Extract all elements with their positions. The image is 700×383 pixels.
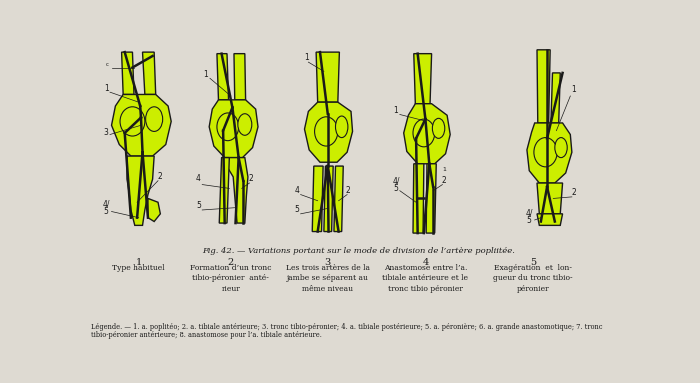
Polygon shape: [111, 95, 172, 156]
Polygon shape: [127, 156, 154, 225]
Polygon shape: [217, 54, 228, 100]
Ellipse shape: [335, 116, 348, 137]
Text: 1: 1: [136, 258, 142, 267]
Ellipse shape: [413, 119, 435, 147]
Text: 3: 3: [325, 258, 331, 267]
Polygon shape: [414, 54, 432, 104]
Text: 5: 5: [294, 205, 299, 214]
Text: Anastomose entre l’a.
tibiale antérieure et le
tronc tibio péronier: Anastomose entre l’a. tibiale antérieure…: [382, 264, 468, 293]
Text: 5: 5: [530, 258, 536, 267]
Polygon shape: [334, 166, 343, 232]
Text: 2: 2: [248, 174, 253, 183]
Text: 1: 1: [104, 83, 108, 93]
Text: 5: 5: [104, 207, 108, 216]
Ellipse shape: [555, 137, 567, 158]
Text: Légende. — 1. a. poplitéo; 2. a. tibiale antérieure; 3. tronc tibio-péronier; 4.: Légende. — 1. a. poplitéo; 2. a. tibiale…: [92, 323, 603, 331]
Polygon shape: [537, 183, 563, 214]
Polygon shape: [219, 158, 230, 223]
Polygon shape: [404, 104, 450, 164]
Polygon shape: [222, 158, 248, 223]
Text: 1: 1: [393, 106, 398, 115]
Text: Exagération  et  lon-
gueur du tronc tibio-
péronier: Exagération et lon- gueur du tronc tibio…: [494, 264, 573, 293]
Text: 2: 2: [346, 186, 350, 195]
Text: 2: 2: [228, 258, 234, 267]
Polygon shape: [537, 214, 563, 225]
Polygon shape: [148, 198, 160, 221]
Text: Formation d’un tronc
tibio-péronier  anté-
rieur: Formation d’un tronc tibio-péronier anté…: [190, 264, 272, 293]
Polygon shape: [551, 73, 560, 123]
Polygon shape: [143, 52, 155, 95]
Ellipse shape: [120, 107, 145, 136]
Text: 4/: 4/: [392, 176, 400, 185]
Text: 2: 2: [571, 188, 576, 196]
Polygon shape: [324, 166, 333, 232]
Polygon shape: [413, 164, 424, 233]
Text: 1: 1: [204, 70, 209, 79]
Text: c: c: [106, 62, 109, 67]
Text: 4: 4: [196, 174, 201, 183]
Polygon shape: [209, 100, 258, 158]
Ellipse shape: [433, 118, 445, 138]
Text: 4: 4: [422, 258, 428, 267]
Text: 4: 4: [294, 186, 299, 195]
Ellipse shape: [217, 113, 239, 141]
Text: 1: 1: [442, 167, 446, 172]
Polygon shape: [122, 52, 134, 95]
Text: 3: 3: [104, 128, 108, 136]
Polygon shape: [304, 102, 353, 162]
Ellipse shape: [314, 117, 338, 146]
Text: 5: 5: [196, 201, 201, 210]
Text: 4/: 4/: [526, 208, 533, 218]
Ellipse shape: [534, 137, 557, 167]
Polygon shape: [527, 123, 572, 183]
Text: Fig. 42. — Variations portant sur le mode de division de l’artère popliitée.: Fig. 42. — Variations portant sur le mod…: [202, 247, 515, 255]
Polygon shape: [312, 166, 323, 232]
Text: 2: 2: [158, 172, 162, 181]
Polygon shape: [426, 164, 436, 233]
Text: 1: 1: [571, 85, 576, 94]
Text: 1: 1: [304, 53, 309, 62]
Text: 4/: 4/: [102, 199, 110, 208]
Ellipse shape: [146, 107, 162, 131]
Text: Les trois artères de la
jambe se séparent au
même niveau: Les trois artères de la jambe se séparen…: [286, 264, 370, 293]
Text: 5: 5: [527, 216, 532, 225]
Polygon shape: [316, 52, 340, 102]
Text: 2: 2: [442, 176, 447, 185]
Text: 5: 5: [393, 184, 398, 193]
Polygon shape: [234, 54, 246, 100]
Polygon shape: [537, 50, 550, 123]
Ellipse shape: [238, 114, 252, 135]
Text: tibio-péronier antérieure; 8. anastomose pour l’a. tibiale antérieure.: tibio-péronier antérieure; 8. anastomose…: [92, 331, 322, 339]
Text: Type habituel: Type habituel: [112, 264, 165, 272]
